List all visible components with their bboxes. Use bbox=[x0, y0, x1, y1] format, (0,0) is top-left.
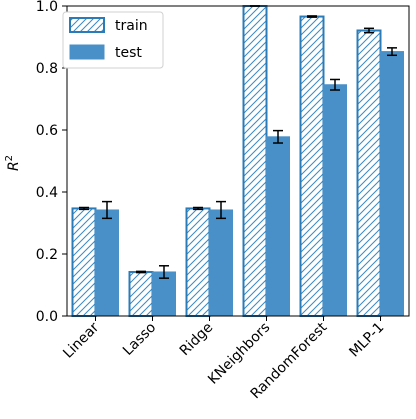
x-tick-label-lasso: Lasso bbox=[120, 320, 159, 359]
bar-test-mlp-1 bbox=[380, 51, 404, 317]
legend: train test bbox=[62, 11, 164, 69]
legend-label-test: test bbox=[115, 45, 142, 61]
bar-train-lasso bbox=[128, 270, 154, 318]
x-tick-label-mlp-1: MLP-1 bbox=[346, 320, 387, 361]
bar-train-linear bbox=[71, 207, 97, 317]
bar-test-linear bbox=[95, 209, 119, 317]
bar-train-ridge bbox=[185, 207, 211, 317]
legend-label-train: train bbox=[115, 18, 148, 34]
y-tick-label: 1.0 bbox=[36, 0, 58, 15]
y-axis-ticks: 0.0 0.2 0.4 0.6 0.8 1.0 bbox=[36, 0, 67, 325]
y-tick-label: 0.4 bbox=[36, 185, 58, 201]
bar-train-randomforest bbox=[299, 15, 325, 317]
y-tick-label: 0.2 bbox=[36, 247, 58, 263]
plot-frame bbox=[66, 5, 410, 317]
y-axis-label: R2 bbox=[4, 155, 22, 171]
y-tick-label: 0.8 bbox=[36, 61, 58, 77]
y-tick-label: 0.0 bbox=[36, 309, 58, 325]
y-tick-label: 0.6 bbox=[36, 123, 58, 139]
legend-swatch-train bbox=[69, 17, 105, 33]
bars-group bbox=[71, 5, 404, 318]
legend-swatch-test bbox=[69, 44, 105, 60]
bar-train-mlp-1 bbox=[356, 29, 382, 318]
x-tick-label-ridge: Ridge bbox=[177, 320, 217, 360]
bar-test-kneighbors bbox=[266, 136, 290, 317]
bar-test-randomforest bbox=[323, 84, 347, 317]
x-tick-label-linear: Linear bbox=[60, 319, 102, 361]
bar-train-kneighbors bbox=[242, 5, 268, 317]
bar-test-ridge bbox=[209, 209, 233, 317]
